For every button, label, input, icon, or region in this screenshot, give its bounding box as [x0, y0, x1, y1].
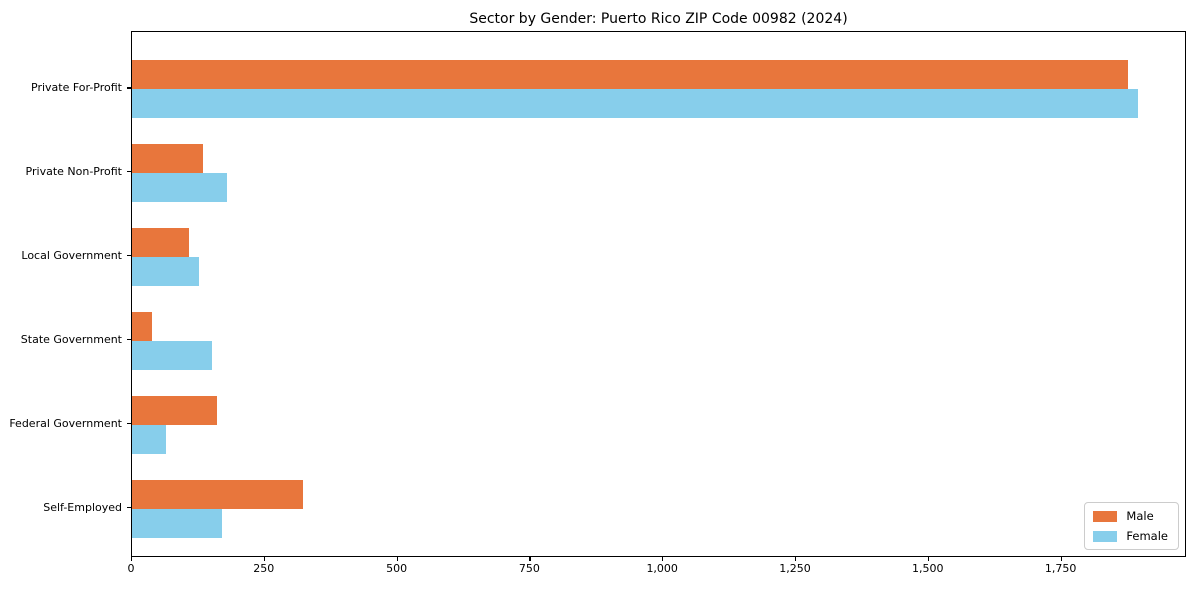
- x-tick-label-1750: 1,750: [1044, 562, 1077, 575]
- x-tick-mark: [662, 557, 664, 561]
- bar-male-private-for-profit: [132, 60, 1128, 89]
- y-tick-label-federal-government: Federal Government: [9, 416, 122, 430]
- legend-item-male: Male: [1093, 509, 1168, 523]
- y-tick-label-self-employed: Self-Employed: [43, 500, 122, 514]
- x-tick-label-750: 750: [518, 562, 540, 575]
- bar-male-local-government: [132, 227, 189, 257]
- x-tick-label-500: 500: [386, 562, 408, 575]
- legend-label-male: Male: [1126, 509, 1154, 523]
- y-tick-mark: [127, 87, 131, 89]
- x-tick-label-1000: 1,000: [646, 562, 678, 575]
- bar-female-self-employed: [132, 508, 222, 538]
- bar-female-private-for-profit: [132, 89, 1138, 118]
- chart-title: Sector by Gender: Puerto Rico ZIP Code 0…: [469, 11, 848, 27]
- x-tick-label-1250: 1,250: [779, 562, 811, 575]
- y-tick-mark: [127, 255, 131, 257]
- x-tick-label-1500: 1,500: [912, 562, 944, 575]
- x-tick-label-250: 250: [253, 562, 275, 575]
- y-tick-mark: [127, 423, 131, 425]
- legend-swatch-male-icon: [1093, 510, 1118, 522]
- legend-label-female: Female: [1126, 529, 1168, 543]
- bar-male-self-employed: [132, 479, 304, 509]
- x-tick-mark: [131, 557, 133, 561]
- y-tick-label-local-government: Local Government: [21, 248, 122, 262]
- bar-male-state-government: [132, 311, 152, 341]
- y-tick-label-private-non-profit: Private Non-Profit: [25, 164, 122, 178]
- legend-swatch-female-icon: [1093, 530, 1118, 542]
- y-tick-mark: [127, 506, 131, 509]
- bar-female-state-government: [132, 340, 212, 370]
- legend-item-female: Female: [1093, 529, 1168, 543]
- x-tick-mark: [795, 557, 797, 561]
- x-tick-mark: [396, 557, 398, 561]
- x-tick-label-0: 0: [127, 562, 135, 575]
- y-tick-mark: [127, 171, 131, 173]
- x-tick-mark: [927, 557, 929, 561]
- bar-female-federal-government: [132, 424, 166, 454]
- bar-male-private-non-profit: [132, 143, 203, 173]
- x-tick-mark: [1060, 557, 1062, 561]
- y-tick-label-private-for-profit: Private For-Profit: [31, 81, 122, 94]
- x-tick-mark: [263, 557, 265, 561]
- legend: Male Female: [1084, 502, 1179, 550]
- y-tick-mark: [127, 339, 131, 341]
- y-tick-label-state-government: State Government: [20, 332, 122, 346]
- bar-female-private-non-profit: [132, 172, 228, 202]
- plot-area: Male Female: [131, 31, 1186, 557]
- bar-female-local-government: [132, 256, 199, 286]
- bar-male-federal-government: [132, 395, 217, 425]
- x-tick-mark: [529, 557, 531, 561]
